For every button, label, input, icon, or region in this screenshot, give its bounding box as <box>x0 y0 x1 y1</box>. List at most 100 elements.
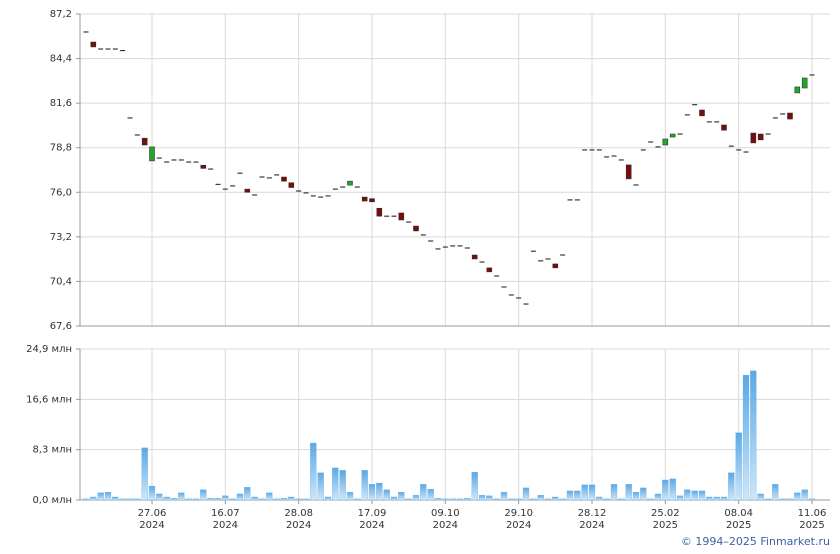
volume-bar <box>522 487 530 501</box>
volume-bar <box>728 472 735 501</box>
candle <box>692 104 698 106</box>
x-tick-label-year: 2024 <box>359 520 384 531</box>
candle <box>420 234 426 236</box>
candle <box>552 263 559 269</box>
volume-bar <box>148 485 156 501</box>
y-tick-label: 87,2 <box>50 9 72 20</box>
candle <box>772 117 778 119</box>
x-tick-label-year: 2024 <box>139 520 164 531</box>
volume-bar <box>610 484 618 501</box>
candle <box>780 113 786 115</box>
x-tick-label-year: 2025 <box>799 520 824 531</box>
volume-bar <box>346 491 354 501</box>
candle <box>450 245 456 247</box>
volume-bar <box>427 488 434 501</box>
candle <box>361 196 368 202</box>
candle <box>567 199 573 201</box>
candle <box>582 149 588 151</box>
volume-bar <box>207 498 214 501</box>
candle <box>574 199 580 201</box>
candle <box>141 137 148 146</box>
candle <box>222 188 228 190</box>
candle <box>464 247 470 249</box>
candle <box>83 31 89 33</box>
volume-bar <box>332 467 339 501</box>
candle <box>516 297 522 299</box>
candle <box>90 41 97 48</box>
volume-bar <box>757 493 764 501</box>
volume-bar <box>310 442 317 501</box>
volume-bar <box>236 493 244 501</box>
volume-bar <box>588 484 596 501</box>
volume-bar <box>801 489 808 501</box>
candle <box>736 149 742 151</box>
volume-bar <box>214 498 222 501</box>
volume-bar <box>170 498 178 501</box>
candle <box>274 174 280 176</box>
x-tick-label-year: 2024 <box>433 520 458 531</box>
y-tick-label: 84,4 <box>50 54 72 65</box>
candle <box>208 168 214 170</box>
volume-bar <box>515 498 522 501</box>
candle <box>332 188 338 190</box>
x-tick-label: 29.10 <box>504 508 533 519</box>
volume-bar <box>794 492 801 501</box>
x-tick-label: 11.06 <box>798 508 827 519</box>
candle <box>801 77 808 89</box>
candle <box>281 176 287 182</box>
volume-bar <box>464 498 471 501</box>
volume-bar <box>163 496 170 501</box>
volume-bar <box>640 487 647 501</box>
candle <box>347 180 353 186</box>
volume-bar <box>134 498 141 501</box>
x-tick-label: 09.10 <box>431 508 460 519</box>
volume-bar <box>229 498 236 501</box>
candle <box>625 164 632 180</box>
candle <box>611 155 617 157</box>
volume-bar <box>706 496 713 501</box>
x-tick-label: 08.04 <box>724 508 753 519</box>
volume-bar <box>185 498 192 501</box>
volume-bar <box>669 478 676 501</box>
candle <box>376 207 383 217</box>
volume-bar <box>552 496 559 501</box>
volume-bar <box>258 498 266 501</box>
x-tick-label-year: 2025 <box>726 520 751 531</box>
footer[interactable]: © 1994–2025 Finmarket.ru <box>681 535 830 548</box>
volume-bar <box>566 490 574 501</box>
candle <box>428 240 434 242</box>
volume-bar <box>82 498 90 501</box>
x-tick-label: 16.07 <box>211 508 240 519</box>
candle <box>494 275 500 277</box>
candle <box>684 114 690 116</box>
volume-bar <box>632 491 640 501</box>
volume-bar <box>808 498 816 501</box>
y-tick-label: 81,6 <box>50 98 72 109</box>
candle <box>596 149 602 151</box>
x-tick-label: 27.06 <box>138 508 167 519</box>
volume-bar <box>654 493 662 501</box>
candle <box>391 215 397 217</box>
candle <box>750 132 757 144</box>
candle <box>259 176 265 178</box>
volume-bar <box>559 498 566 501</box>
volume-bar <box>691 490 698 501</box>
candle <box>560 254 566 256</box>
candle <box>486 267 493 273</box>
candle <box>589 149 595 151</box>
candle <box>479 261 485 263</box>
volume-bar <box>361 470 368 501</box>
candle <box>215 183 221 185</box>
candle <box>340 186 346 188</box>
candle <box>508 294 514 296</box>
volume-bar <box>764 498 772 501</box>
volume-bar <box>251 496 258 501</box>
candle <box>156 157 162 159</box>
candle <box>530 250 536 252</box>
x-tick-label-year: 2024 <box>286 520 311 531</box>
volume-bar <box>222 495 229 501</box>
y-tick-label: 70,4 <box>50 276 72 287</box>
volume-bar <box>456 498 464 501</box>
volume-bar <box>119 498 126 501</box>
candle <box>523 303 529 305</box>
